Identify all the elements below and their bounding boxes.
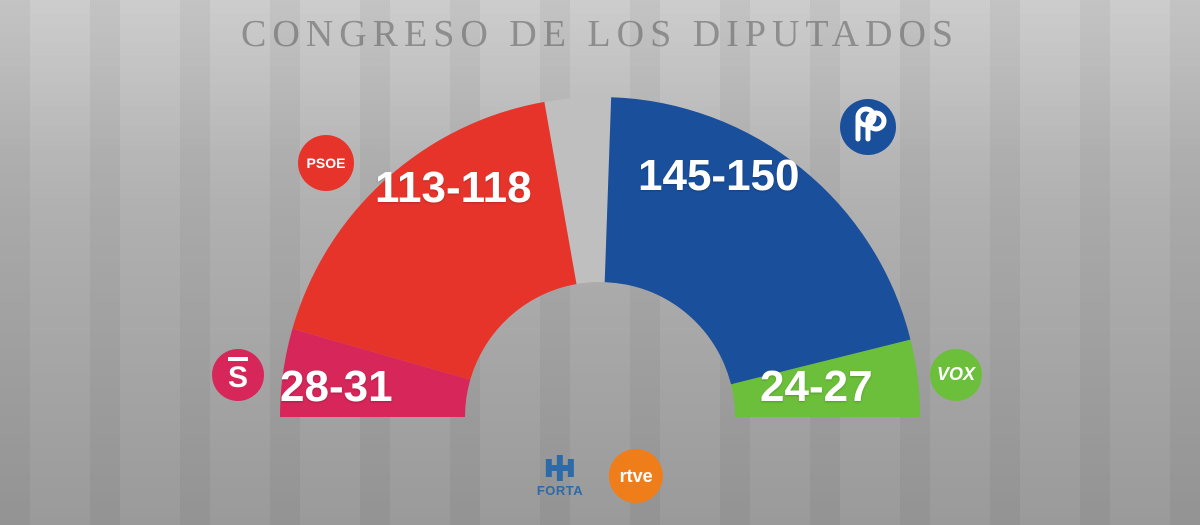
party-badge-psoe: PSOE [298,135,354,191]
seat-label-psoe: 113-118 [375,163,532,213]
party-badge-vox: VOX [930,349,982,401]
source-rtve: rtve [609,449,663,503]
seat-projection-chart: 28-31 113-118 145-150 24-27 S PSOE VOX [190,47,1010,497]
forta-label: FORTA [537,483,583,498]
party-badge-pp [840,99,896,155]
seat-label-sumar: 28-31 [280,362,393,412]
source-forta: FORTA [537,455,583,498]
source-logos: FORTA rtve [537,449,663,503]
party-badge-sumar: S [212,349,264,401]
forta-icon [542,455,578,481]
seat-label-pp: 145-150 [638,151,799,201]
rtve-label: rtve [620,466,653,487]
seat-label-vox: 24-27 [760,362,873,412]
